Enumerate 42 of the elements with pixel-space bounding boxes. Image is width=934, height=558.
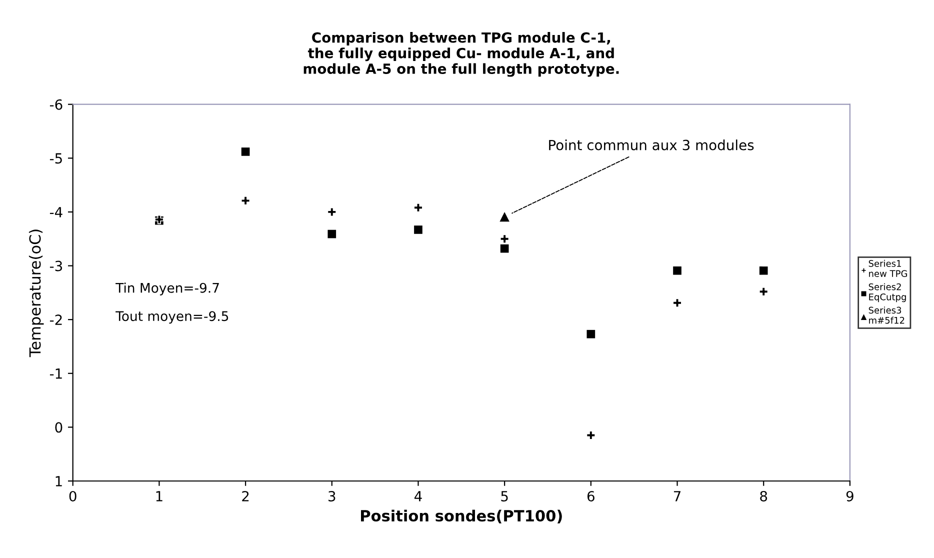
x-tick-label: 6 [587, 490, 594, 502]
x-tick-label: 7 [674, 491, 680, 502]
x-tick-label: 0 [69, 490, 76, 502]
x-tick-label: 2 [242, 490, 249, 502]
x-tick-label: 1 [156, 491, 162, 502]
point [500, 212, 510, 222]
point [414, 203, 423, 212]
y-tick-label: -5 [50, 153, 62, 164]
point [500, 234, 510, 244]
point [672, 298, 682, 308]
point [240, 196, 250, 206]
point [500, 244, 509, 253]
point [241, 148, 250, 156]
annotation: Point commun aux 3 modules [549, 140, 754, 150]
legend-label: Series2 EqCutpg [868, 283, 906, 302]
y-tick-label: -4 [50, 207, 62, 218]
y-tick-label: -3 [50, 260, 62, 272]
y-tick-label: 1 [56, 476, 62, 486]
x-tick-label: 8 [760, 490, 768, 502]
x-tick-label: 5 [501, 491, 508, 502]
x-tick-label: 9 [846, 490, 854, 502]
point [759, 287, 768, 296]
legend-label: Series3 m#5f12 [868, 306, 904, 324]
point [759, 266, 768, 275]
x-tick-label: 3 [328, 490, 336, 502]
point [586, 330, 596, 338]
point [328, 230, 336, 238]
y-tick-label: -6 [50, 99, 62, 110]
chart-title: Comparison between TPG module C-1, the fully equipped Cu- module A-1, and module A-5 on the full length prototype. [304, 32, 619, 77]
y-axis-title: Temperature(oC) [28, 230, 44, 358]
x-tick-label: 4 [414, 491, 422, 502]
y-tick-label: -2 [50, 314, 62, 325]
annotation: Tout moyen=-9.5 [116, 311, 228, 324]
point [586, 430, 596, 440]
y-tick-label: 0 [55, 422, 62, 433]
annotation: Tin Moyen=-9.7 [116, 282, 219, 296]
legend-label: Series1 new TPG [868, 260, 908, 277]
point [414, 226, 422, 234]
point [673, 266, 682, 275]
point [327, 207, 336, 217]
x-axis-title: Position sondes(PT100) [361, 510, 562, 524]
y-tick-label: -1 [50, 368, 62, 379]
